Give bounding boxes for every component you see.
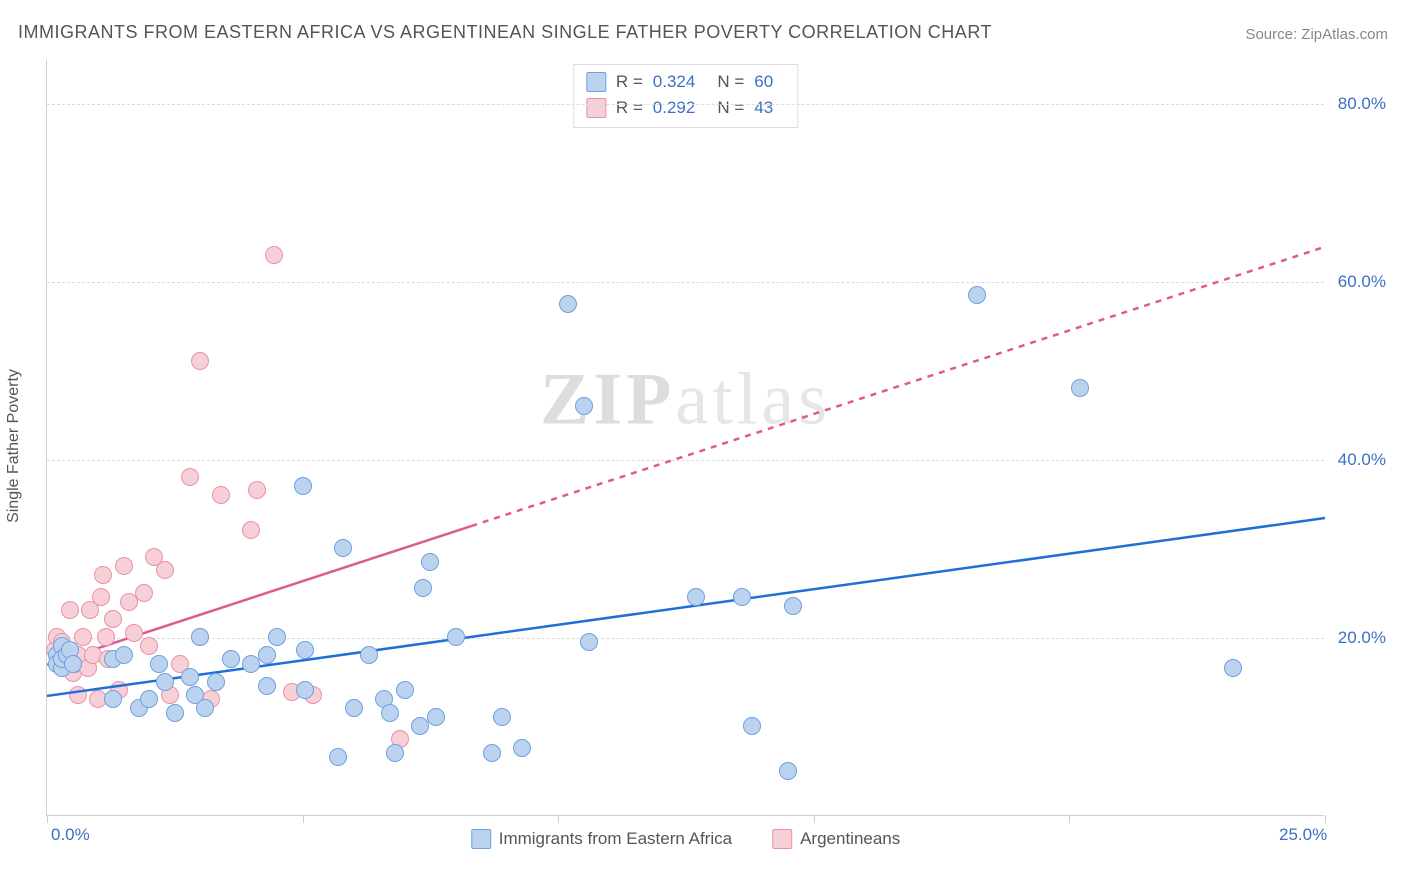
data-point [104, 610, 122, 628]
data-point [242, 521, 260, 539]
data-point [493, 708, 511, 726]
data-point [334, 539, 352, 557]
swatch-s2 [772, 829, 792, 849]
data-point [294, 477, 312, 495]
data-point [447, 628, 465, 646]
data-point [386, 744, 404, 762]
x-tick-mark [1069, 815, 1070, 823]
data-point [222, 650, 240, 668]
data-point [104, 690, 122, 708]
data-point [396, 681, 414, 699]
legend-label: Immigrants from Eastern Africa [499, 829, 732, 849]
data-point [329, 748, 347, 766]
data-point [687, 588, 705, 606]
data-point [268, 628, 286, 646]
data-point [156, 561, 174, 579]
data-point [140, 637, 158, 655]
data-point [743, 717, 761, 735]
y-tick-label: 60.0% [1338, 272, 1386, 292]
data-point [115, 557, 133, 575]
data-point [414, 579, 432, 597]
data-point [64, 655, 82, 673]
swatch-s2 [586, 98, 606, 118]
swatch-s1 [586, 72, 606, 92]
data-point [191, 352, 209, 370]
source-attribution: Source: ZipAtlas.com [1245, 26, 1388, 43]
x-tick-label: 25.0% [1279, 825, 1327, 845]
data-point [258, 677, 276, 695]
y-tick-label: 80.0% [1338, 94, 1386, 114]
data-point [427, 708, 445, 726]
data-point [191, 628, 209, 646]
data-point [296, 641, 314, 659]
legend-item-s1: Immigrants from Eastern Africa [471, 829, 732, 849]
data-point [733, 588, 751, 606]
legend-label: Argentineans [800, 829, 900, 849]
data-point [580, 633, 598, 651]
data-point [968, 286, 986, 304]
data-point [125, 624, 143, 642]
y-tick-label: 20.0% [1338, 628, 1386, 648]
data-point [207, 673, 225, 691]
gridline [47, 460, 1324, 461]
x-tick-mark [558, 815, 559, 823]
data-point [140, 690, 158, 708]
data-point [94, 566, 112, 584]
data-point [483, 744, 501, 762]
data-point [156, 673, 174, 691]
data-point [360, 646, 378, 664]
data-point [784, 597, 802, 615]
gridline [47, 104, 1324, 105]
x-tick-mark [814, 815, 815, 823]
scatter-plot: ZIPatlas R = 0.324 N = 60 R = 0.292 N = … [46, 60, 1324, 816]
stats-row-s2: R = 0.292 N = 43 [586, 95, 785, 121]
trend-line [47, 60, 1325, 816]
stats-row-s1: R = 0.324 N = 60 [586, 69, 785, 95]
legend-item-s2: Argentineans [772, 829, 900, 849]
data-point [381, 704, 399, 722]
x-tick-mark [47, 815, 48, 823]
x-tick-mark [1325, 815, 1326, 823]
data-point [345, 699, 363, 717]
chart-title: IMMIGRANTS FROM EASTERN AFRICA VS ARGENT… [18, 22, 992, 43]
y-tick-label: 40.0% [1338, 450, 1386, 470]
gridline [47, 282, 1324, 283]
data-point [181, 668, 199, 686]
data-point [69, 686, 87, 704]
data-point [265, 246, 283, 264]
x-tick-mark [303, 815, 304, 823]
swatch-s1 [471, 829, 491, 849]
data-point [575, 397, 593, 415]
data-point [115, 646, 133, 664]
data-point [196, 699, 214, 717]
data-point [258, 646, 276, 664]
data-point [92, 588, 110, 606]
x-tick-label: 0.0% [51, 825, 90, 845]
gridline [47, 638, 1324, 639]
data-point [212, 486, 230, 504]
data-point [61, 601, 79, 619]
data-point [779, 762, 797, 780]
data-point [248, 481, 266, 499]
data-point [1224, 659, 1242, 677]
data-point [1071, 379, 1089, 397]
data-point [97, 628, 115, 646]
data-point [559, 295, 577, 313]
data-point [181, 468, 199, 486]
correlation-stats-box: R = 0.324 N = 60 R = 0.292 N = 43 [573, 64, 798, 128]
x-axis-legend: Immigrants from Eastern Africa Argentine… [471, 829, 901, 849]
data-point [150, 655, 168, 673]
data-point [513, 739, 531, 757]
data-point [135, 584, 153, 602]
trend-line [47, 60, 1325, 816]
data-point [296, 681, 314, 699]
data-point [166, 704, 184, 722]
data-point [421, 553, 439, 571]
